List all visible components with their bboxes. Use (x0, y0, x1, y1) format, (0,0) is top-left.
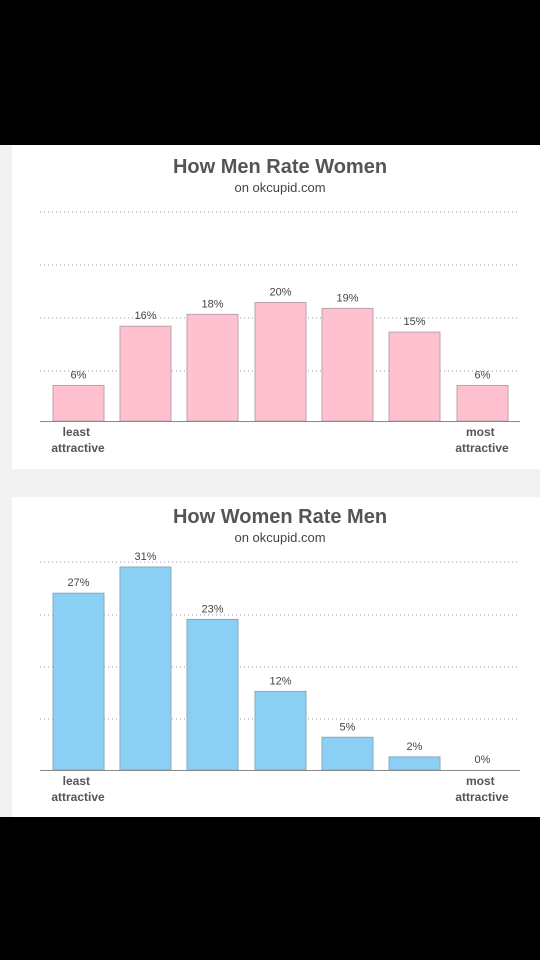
x-axis-left-label: least attractive (51, 425, 105, 455)
bar (254, 302, 307, 422)
bar-value-label: 31% (134, 551, 156, 563)
bar (456, 384, 509, 422)
men-rate-women-card: How Men Rate Women on okcupid.com 6% 16% 1… (0, 145, 540, 485)
bar (186, 618, 239, 771)
bar (254, 690, 307, 771)
bar (321, 736, 374, 771)
chart-subtitle: on okcupid.com (234, 180, 325, 195)
bar (119, 325, 172, 422)
chart-subtitle: on okcupid.com (234, 530, 325, 545)
x-axis-left-label: least attractive (51, 774, 105, 804)
bar-value-label: 6% (71, 369, 87, 381)
bar (119, 566, 172, 771)
bar (52, 384, 105, 422)
bar-value-label: 6% (475, 369, 491, 381)
men-rate-women-chart: How Men Rate Women on okcupid.com 6% 16% 1… (40, 156, 520, 455)
women-rate-men-card: How Women Rate Men on okcupid.com 27% 31%… (0, 485, 540, 817)
chart-title: How Women Rate Men (173, 506, 387, 528)
bar-value-label: 5% (340, 721, 356, 733)
bar-value-label: 19% (336, 292, 358, 304)
bar-value-label: 16% (134, 310, 156, 322)
bar-value-label: 18% (201, 298, 223, 310)
bar (186, 313, 239, 422)
bar-value-label: 0% (475, 754, 491, 766)
bar-value-label: 2% (407, 741, 423, 753)
bar-value-label: 23% (201, 603, 223, 615)
x-axis-right-label: most attractive (455, 774, 509, 804)
bar-value-label: 27% (67, 577, 89, 589)
bar (52, 592, 105, 771)
bar-value-label: 15% (403, 316, 425, 328)
bar (321, 307, 374, 422)
bar (388, 756, 441, 771)
bar-value-label: 12% (269, 675, 291, 687)
bar-value-label: 20% (269, 287, 291, 299)
x-axis-right-label: most attractive (455, 425, 509, 455)
women-rate-men-chart: How Women Rate Men on okcupid.com 27% 31%… (40, 506, 520, 804)
chart-title: How Men Rate Women (173, 156, 387, 178)
bar (388, 331, 441, 422)
